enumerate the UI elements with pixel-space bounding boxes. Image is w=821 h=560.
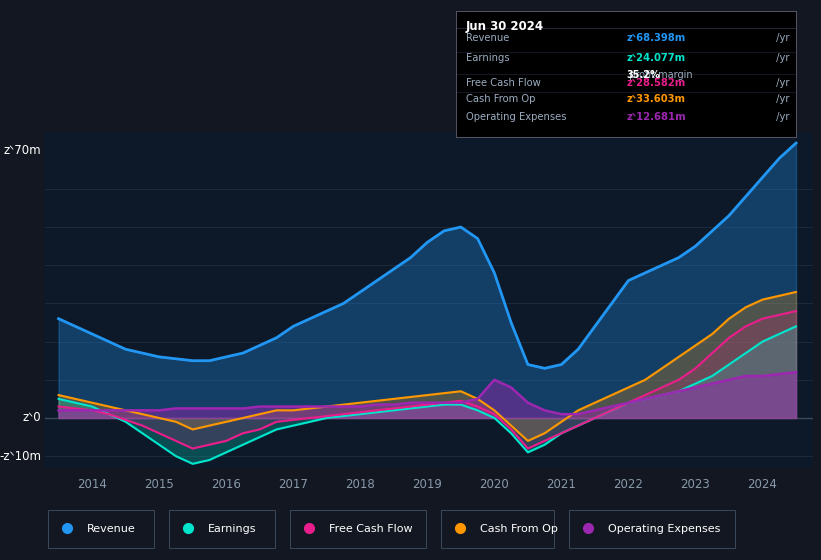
- Text: -zᐠ10m: -zᐠ10m: [0, 450, 41, 463]
- Text: Earnings: Earnings: [466, 53, 510, 63]
- Text: /yr: /yr: [773, 95, 790, 104]
- Text: Revenue: Revenue: [87, 524, 136, 534]
- Text: zᐠ12.681m: zᐠ12.681m: [626, 112, 686, 122]
- Text: Cash From Op: Cash From Op: [466, 95, 535, 104]
- Text: Operating Expenses: Operating Expenses: [466, 112, 566, 122]
- Text: /yr: /yr: [773, 112, 790, 122]
- Text: Free Cash Flow: Free Cash Flow: [466, 78, 540, 88]
- Text: zᐠ28.582m: zᐠ28.582m: [626, 78, 686, 88]
- Text: profit margin: profit margin: [626, 71, 693, 81]
- Text: Operating Expenses: Operating Expenses: [608, 524, 721, 534]
- Text: zᐠ33.603m: zᐠ33.603m: [626, 95, 685, 104]
- Text: zᐠ68.398m: zᐠ68.398m: [626, 32, 686, 43]
- Text: /yr: /yr: [773, 32, 790, 43]
- Text: zᐠ0: zᐠ0: [23, 412, 41, 424]
- Text: /yr: /yr: [773, 78, 790, 88]
- Text: 35.2%: 35.2%: [626, 71, 660, 81]
- Text: Earnings: Earnings: [208, 524, 257, 534]
- Text: zᐠ24.077m: zᐠ24.077m: [626, 53, 686, 63]
- Text: Jun 30 2024: Jun 30 2024: [466, 20, 544, 33]
- Text: zᐠ70m: zᐠ70m: [3, 144, 41, 157]
- Text: Cash From Op: Cash From Op: [480, 524, 557, 534]
- Text: /yr: /yr: [773, 53, 790, 63]
- Text: Free Cash Flow: Free Cash Flow: [329, 524, 412, 534]
- Text: Revenue: Revenue: [466, 32, 509, 43]
